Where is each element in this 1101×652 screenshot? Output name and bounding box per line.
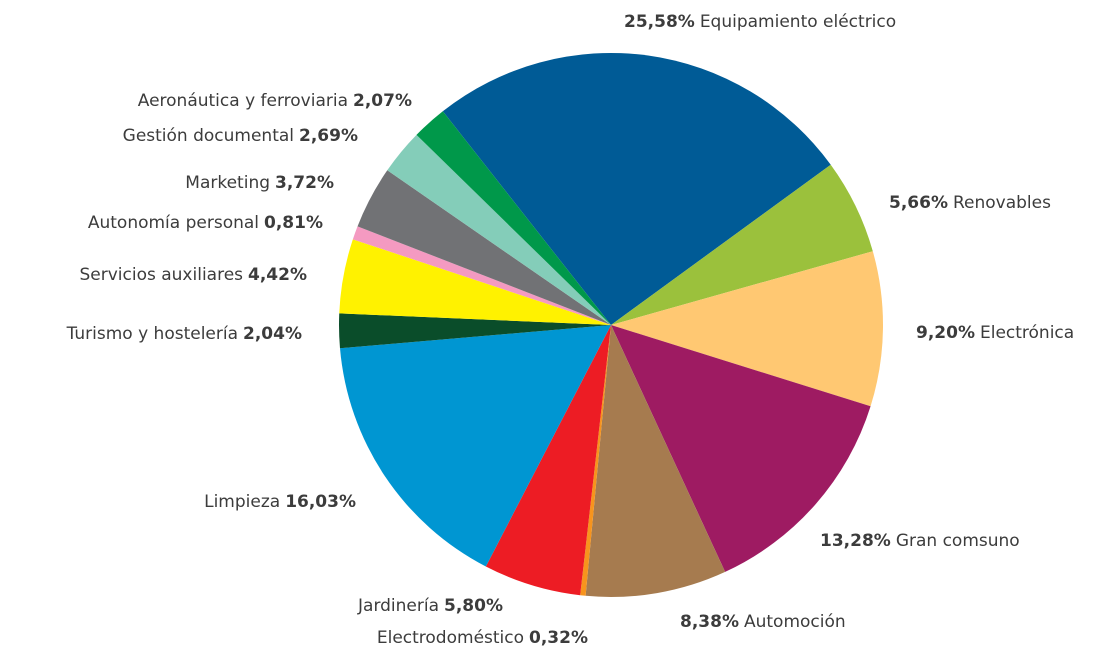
category: Jardinería <box>357 596 439 616</box>
percent: 2,69% <box>299 126 358 146</box>
slice-label: Jardinería 5,80% <box>357 596 503 616</box>
slice-label: Limpieza 16,03% <box>204 492 356 512</box>
pie-slice <box>352 226 611 325</box>
category: Turismo y hostelería <box>66 324 238 344</box>
category: Autonomía personal <box>88 213 259 233</box>
percent: 5,80% <box>444 596 503 616</box>
category: Automoción <box>744 612 846 632</box>
pie-slice <box>611 164 873 325</box>
percent: 9,20% <box>916 323 975 343</box>
percent: 4,42% <box>248 265 307 285</box>
percent: 5,66% <box>889 193 948 213</box>
category: Gran comsuno <box>896 531 1020 551</box>
category: Renovables <box>953 193 1051 213</box>
percent: 2,07% <box>353 91 412 111</box>
category: Marketing <box>185 173 270 193</box>
category: Servicios auxiliares <box>79 265 243 285</box>
pie-slice <box>611 251 884 407</box>
category: Electrónica <box>980 323 1074 343</box>
slice-label: Autonomía personal 0,81% <box>88 213 323 233</box>
percent: 3,72% <box>275 173 334 193</box>
percent: 0,32% <box>529 628 588 648</box>
slice-label: Marketing 3,72% <box>185 173 334 193</box>
slice-label: Turismo y hostelería 2,04% <box>66 324 302 344</box>
slice-label: Aeronáutica y ferroviaria 2,07% <box>138 91 412 111</box>
percent: 25,58% <box>624 12 695 32</box>
percent: 2,04% <box>243 324 302 344</box>
percent: 13,28% <box>820 531 891 551</box>
category: Aeronáutica y ferroviaria <box>138 91 348 111</box>
slice-label: 8,38% Automoción <box>680 612 846 632</box>
pie-slice <box>416 111 611 326</box>
slice-label: 9,20% Electrónica <box>916 323 1074 343</box>
slice-label: Electrodoméstico 0,32% <box>377 628 588 648</box>
pie-slice <box>357 170 611 325</box>
category: Electrodoméstico <box>377 628 524 648</box>
pie-slice <box>611 325 871 572</box>
pie-slice <box>580 325 611 596</box>
pie-slice <box>339 313 611 349</box>
pie-slice <box>485 325 611 596</box>
slice-label: 5,66% Renovables <box>889 193 1051 213</box>
pie-slice <box>442 53 831 326</box>
category: Limpieza <box>204 492 280 512</box>
pie-slice <box>387 134 611 325</box>
slice-label: Gestión documental 2,69% <box>123 126 358 146</box>
pie-slice <box>339 325 611 567</box>
percent: 8,38% <box>680 612 739 632</box>
category: Gestión documental <box>123 126 294 146</box>
slice-label: Servicios auxiliares 4,42% <box>79 265 307 285</box>
category: Equipamiento eléctrico <box>700 12 896 32</box>
slice-label: 25,58% Equipamiento eléctrico <box>624 12 896 32</box>
pie-slice <box>585 325 726 597</box>
percent: 16,03% <box>285 492 356 512</box>
percent: 0,81% <box>264 213 323 233</box>
slice-label: 13,28% Gran comsuno <box>820 531 1020 551</box>
pie-slice <box>339 239 611 325</box>
